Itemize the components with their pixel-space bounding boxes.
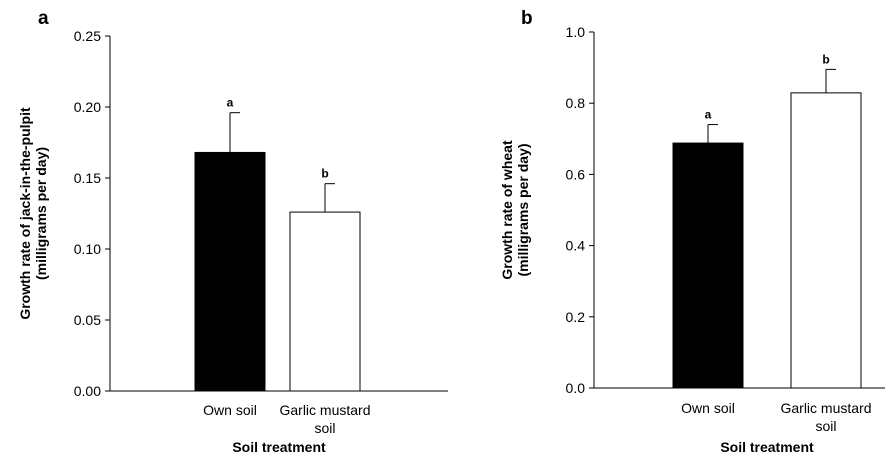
- y-tick-label: 0.25: [74, 28, 101, 44]
- y-axis-title: (milligrams per day): [515, 143, 531, 276]
- significance-letter: b: [321, 167, 328, 181]
- y-tick-label: 0.00: [74, 383, 101, 399]
- y-tick-label: 0.4: [566, 238, 586, 254]
- panel-letter: b: [521, 8, 533, 29]
- y-tick-label: 0.0: [566, 380, 586, 396]
- y-tick-label: 0.05: [74, 312, 101, 328]
- bar: [289, 211, 361, 392]
- significance-letter: b: [822, 52, 829, 66]
- category-label: Garlic mustard soil: [279, 402, 370, 436]
- y-axis-title: Growth rate of jack-in-the-pulpit: [17, 107, 33, 320]
- bar: [194, 151, 266, 392]
- y-axis-title: Growth rate of wheat: [499, 140, 515, 280]
- category-label: Own soil: [681, 400, 735, 416]
- panel-a: a 0.00 0.05 0.10 0.15 0.20 0.25 a Own soil b Garli…: [17, 8, 448, 455]
- panel-b: b 0.0 0.2 0.4 0.6 0.8 1.0 a Own soil b Garlic must…: [499, 8, 885, 455]
- y-tick-label: 0.6: [566, 166, 586, 182]
- y-tick-label: 0.2: [566, 309, 586, 325]
- bar: [672, 142, 744, 389]
- y-tick-label: 0.8: [566, 95, 586, 111]
- y-tick-label: 0.15: [74, 170, 101, 186]
- significance-letter: a: [705, 108, 712, 122]
- category-label: Own soil: [203, 402, 257, 418]
- category-label: Garlic mustard soil: [780, 400, 871, 434]
- y-tick-label: 1.0: [566, 24, 586, 40]
- x-axis-title: Soil treatment: [232, 439, 326, 455]
- y-axis-title: (milligrams per day): [33, 147, 49, 280]
- y-tick-label: 0.10: [74, 241, 101, 257]
- significance-letter: a: [227, 96, 234, 110]
- y-tick-label: 0.20: [74, 99, 101, 115]
- x-axis-title: Soil treatment: [720, 439, 814, 455]
- panel-letter: a: [38, 8, 49, 29]
- bar: [790, 92, 862, 389]
